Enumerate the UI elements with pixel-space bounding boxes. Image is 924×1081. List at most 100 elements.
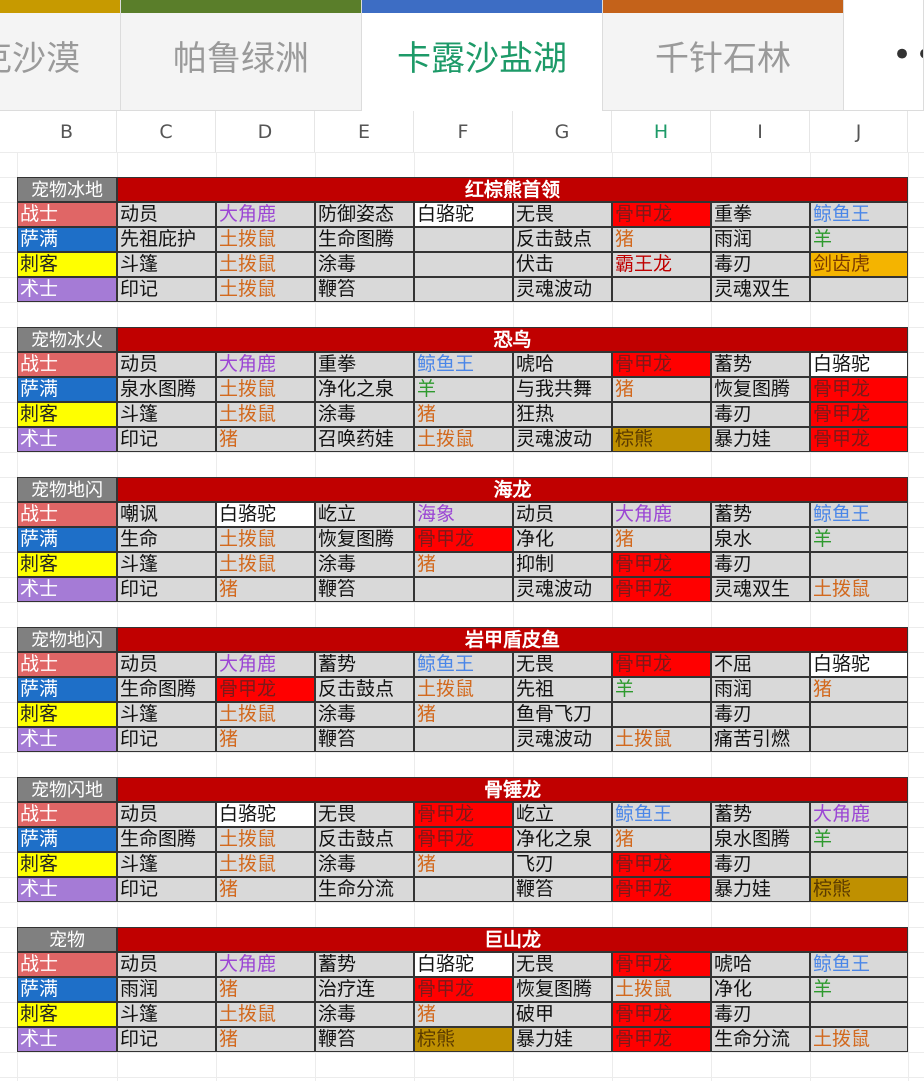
skill-cell[interactable]: 反击鼓点 — [315, 677, 414, 702]
skill-cell[interactable]: 鞭笞 — [513, 877, 612, 902]
skill-cell[interactable]: 生命分流 — [315, 877, 414, 902]
skill-cell[interactable]: 斗篷 — [117, 552, 216, 577]
pet-cell[interactable]: 骨甲龙 — [612, 852, 711, 877]
pet-cell[interactable]: 大角鹿 — [216, 202, 315, 227]
pet-cell[interactable]: 白骆驼 — [216, 802, 315, 827]
skill-cell[interactable]: 涂毒 — [315, 1002, 414, 1027]
pet-cell[interactable]: 猪 — [414, 1002, 513, 1027]
skill-cell[interactable]: 净化之泉 — [513, 827, 612, 852]
pet-cell[interactable]: 鲸鱼王 — [810, 202, 908, 227]
pet-cell[interactable]: 骨甲龙 — [414, 527, 513, 552]
column-header-i[interactable]: I — [711, 111, 810, 152]
skill-cell[interactable]: 飞刃 — [513, 852, 612, 877]
skill-cell[interactable]: 雨润 — [711, 227, 810, 252]
class-label[interactable]: 术士 — [17, 427, 117, 452]
pet-cell[interactable]: 猪 — [612, 527, 711, 552]
skill-cell[interactable]: 净化之泉 — [315, 377, 414, 402]
class-label[interactable]: 战士 — [17, 802, 117, 827]
column-header-b[interactable]: B — [17, 111, 117, 152]
skill-cell[interactable]: 印记 — [117, 277, 216, 302]
skill-cell[interactable]: 泉水图腾 — [117, 377, 216, 402]
class-label[interactable]: 萨满 — [17, 827, 117, 852]
skill-cell[interactable]: 涂毒 — [315, 402, 414, 427]
skill-cell[interactable]: 鱼骨飞刀 — [513, 702, 612, 727]
pet-cell[interactable]: 土拨鼠 — [216, 552, 315, 577]
class-label[interactable]: 萨满 — [17, 377, 117, 402]
pet-cell[interactable]: 猪 — [810, 677, 908, 702]
pet-cell[interactable]: 土拨鼠 — [216, 1002, 315, 1027]
skill-cell[interactable]: 毒刃 — [711, 1002, 810, 1027]
pet-cell[interactable]: 鲸鱼王 — [414, 352, 513, 377]
class-label[interactable]: 术士 — [17, 577, 117, 602]
skill-cell[interactable]: 毒刃 — [711, 702, 810, 727]
pet-cell[interactable]: 猪 — [414, 702, 513, 727]
class-label[interactable]: 战士 — [17, 652, 117, 677]
pet-cell[interactable]: 白骆驼 — [810, 352, 908, 377]
skill-cell[interactable]: 雨润 — [711, 677, 810, 702]
pet-cell[interactable]: 骨甲龙 — [414, 802, 513, 827]
pet-cell[interactable]: 土拨鼠 — [216, 252, 315, 277]
pet-cell[interactable]: 骨甲龙 — [216, 677, 315, 702]
pet-cell[interactable]: 骨甲龙 — [810, 377, 908, 402]
skill-cell[interactable]: 狂热 — [513, 402, 612, 427]
pet-cell[interactable] — [612, 702, 711, 727]
pet-cell[interactable]: 骨甲龙 — [612, 202, 711, 227]
pet-cell[interactable]: 骨甲龙 — [612, 1027, 711, 1052]
pet-cell[interactable]: 猪 — [216, 877, 315, 902]
pet-cell[interactable]: 土拨鼠 — [810, 577, 908, 602]
pet-cell[interactable] — [810, 1002, 908, 1027]
pet-cell[interactable]: 骨甲龙 — [414, 977, 513, 1002]
skill-cell[interactable]: 重拳 — [711, 202, 810, 227]
sheet-tab-3[interactable]: 卡露沙盐湖 — [362, 0, 603, 111]
skill-cell[interactable]: 涂毒 — [315, 702, 414, 727]
pet-type-label[interactable]: 宠物地闪 — [17, 477, 117, 502]
column-header-e[interactable]: E — [315, 111, 414, 152]
column-header-g[interactable]: G — [513, 111, 612, 152]
class-label[interactable]: 术士 — [17, 1027, 117, 1052]
pet-cell[interactable]: 猪 — [414, 402, 513, 427]
skill-cell[interactable]: 重拳 — [315, 352, 414, 377]
pet-cell[interactable]: 土拨鼠 — [216, 402, 315, 427]
pet-cell[interactable]: 羊 — [810, 977, 908, 1002]
skill-cell[interactable]: 生命图腾 — [117, 677, 216, 702]
pet-cell[interactable]: 土拨鼠 — [612, 727, 711, 752]
skill-cell[interactable]: 毒刃 — [711, 852, 810, 877]
pet-cell[interactable] — [810, 702, 908, 727]
pet-cell[interactable]: 羊 — [810, 827, 908, 852]
skill-cell[interactable]: 防御姿态 — [315, 202, 414, 227]
pet-cell[interactable]: 土拨鼠 — [216, 377, 315, 402]
class-label[interactable]: 刺客 — [17, 402, 117, 427]
skill-cell[interactable]: 鞭笞 — [315, 1027, 414, 1052]
skill-cell[interactable]: 召唤药娃 — [315, 427, 414, 452]
pet-cell[interactable]: 白骆驼 — [810, 652, 908, 677]
pet-cell[interactable]: 羊 — [612, 677, 711, 702]
pet-cell[interactable]: 大角鹿 — [216, 952, 315, 977]
column-header-j[interactable]: J — [810, 111, 908, 152]
column-header-h[interactable]: H — [612, 111, 711, 152]
skill-cell[interactable]: 抑制 — [513, 552, 612, 577]
pet-cell[interactable]: 骨甲龙 — [810, 427, 908, 452]
boss-name[interactable]: 红棕熊首领 — [117, 177, 908, 202]
pet-cell[interactable] — [810, 852, 908, 877]
skill-cell[interactable]: 先祖 — [513, 677, 612, 702]
pet-cell[interactable]: 骨甲龙 — [612, 652, 711, 677]
skill-cell[interactable]: 雨润 — [117, 977, 216, 1002]
class-label[interactable]: 萨满 — [17, 677, 117, 702]
class-label[interactable]: 术士 — [17, 727, 117, 752]
more-tabs-button[interactable]: •• — [844, 0, 924, 110]
class-label[interactable]: 战士 — [17, 502, 117, 527]
class-label[interactable]: 萨满 — [17, 977, 117, 1002]
pet-cell[interactable]: 鲸鱼王 — [612, 802, 711, 827]
skill-cell[interactable]: 印记 — [117, 877, 216, 902]
skill-cell[interactable]: 无畏 — [513, 202, 612, 227]
pet-cell[interactable]: 骨甲龙 — [612, 1002, 711, 1027]
skill-cell[interactable]: 毒刃 — [711, 252, 810, 277]
boss-name[interactable]: 恐鸟 — [117, 327, 908, 352]
pet-cell[interactable] — [414, 577, 513, 602]
pet-cell[interactable] — [414, 252, 513, 277]
pet-cell[interactable]: 猪 — [216, 977, 315, 1002]
pet-cell[interactable]: 大角鹿 — [612, 502, 711, 527]
skill-cell[interactable]: 灵魂波动 — [513, 427, 612, 452]
skill-cell[interactable]: 蓄势 — [315, 952, 414, 977]
skill-cell[interactable]: 动员 — [117, 802, 216, 827]
